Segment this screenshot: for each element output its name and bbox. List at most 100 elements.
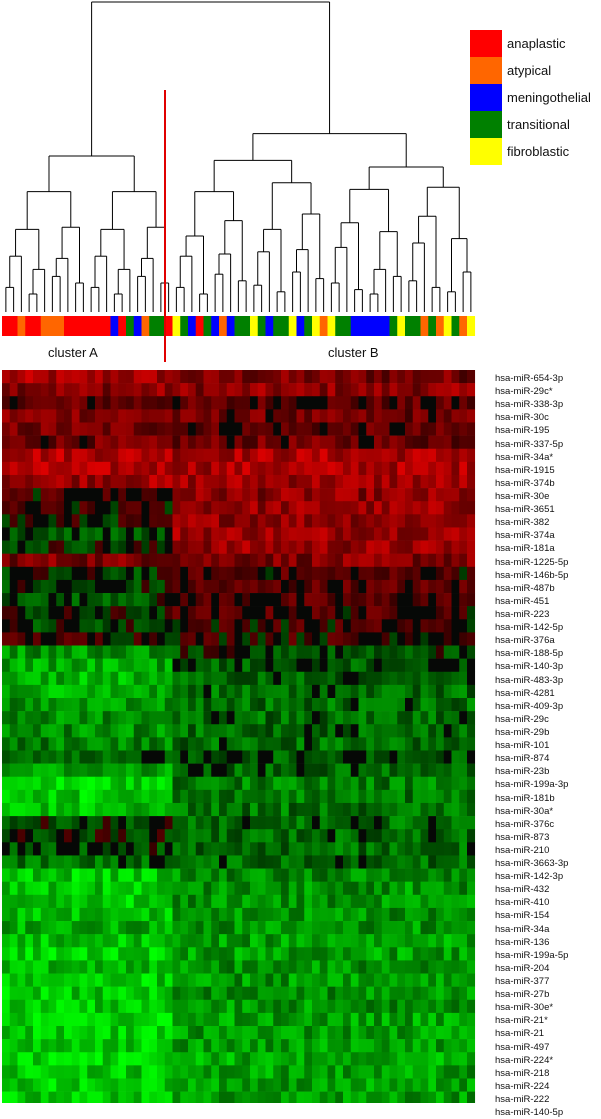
- heatmap-cell: [2, 986, 11, 1001]
- heatmap-cell: [467, 816, 476, 830]
- heatmap-cell: [428, 501, 437, 515]
- heatmap-cell: [133, 855, 142, 869]
- heatmap-cell: [126, 789, 135, 804]
- heatmap-cell: [451, 816, 460, 830]
- heatmap-cell: [71, 934, 80, 948]
- heatmap-cell: [343, 579, 352, 594]
- heatmap-cell: [250, 1039, 259, 1053]
- heatmap-cell: [273, 1078, 282, 1092]
- heatmap-cell: [405, 461, 414, 476]
- heatmap-cell: [149, 658, 158, 673]
- heatmap-cell: [157, 409, 166, 423]
- heatmap-cell: [110, 566, 119, 581]
- heatmap-cell: [366, 645, 375, 659]
- heatmap-cell: [397, 474, 406, 489]
- heatmap-cell: [405, 1052, 414, 1066]
- heatmap-cell: [87, 947, 96, 961]
- heatmap-cell: [203, 501, 212, 515]
- heatmap-cell: [265, 816, 274, 830]
- heatmap-cell: [327, 540, 336, 554]
- heatmap-cell: [250, 396, 259, 410]
- heatmap-cell: [350, 514, 359, 528]
- heatmap-cell: [304, 1012, 313, 1027]
- heatmap-cell: [358, 448, 367, 463]
- heatmap-cell: [95, 724, 104, 738]
- heatmap-cell: [33, 802, 42, 817]
- heatmap-cell: [366, 566, 375, 581]
- heatmap-cell: [443, 1012, 452, 1027]
- heatmap-cell: [33, 1012, 42, 1027]
- heatmap-cell: [48, 606, 57, 620]
- heatmap-cell: [467, 842, 476, 856]
- heatmap-cell: [381, 789, 390, 804]
- heatmap-cell: [412, 579, 421, 594]
- heatmap-cell: [2, 947, 11, 961]
- heatmap-cell: [17, 921, 26, 935]
- heatmap-cell: [141, 698, 150, 712]
- heatmap-cell: [366, 1065, 375, 1079]
- heatmap-cell: [257, 881, 266, 896]
- heatmap-cell: [110, 370, 119, 384]
- heatmap-cell: [102, 593, 111, 607]
- heatmap-cell: [188, 540, 197, 554]
- heatmap-cell: [33, 737, 42, 751]
- heatmap-cell: [381, 855, 390, 869]
- heatmap-cell: [428, 881, 437, 896]
- heatmap-cell: [126, 698, 135, 712]
- legend-label: meningothelial: [507, 90, 591, 105]
- heatmap-cell: [149, 632, 158, 646]
- heatmap-cell: [335, 501, 344, 515]
- heatmap-cell: [273, 370, 282, 384]
- heatmap-cell: [64, 816, 73, 830]
- heatmap-cell: [195, 750, 204, 764]
- heatmap-cell: [412, 370, 421, 384]
- heatmap-cell: [288, 435, 297, 450]
- heatmap-cell: [327, 698, 336, 712]
- heatmap-cell: [319, 553, 328, 568]
- heatmap-cell: [9, 789, 18, 804]
- heatmap-cell: [126, 947, 135, 961]
- heatmap-cell: [157, 606, 166, 620]
- heatmap-cell: [17, 579, 26, 594]
- heatmap-cell: [304, 947, 313, 961]
- heatmap-cell: [374, 435, 383, 450]
- heatmap-cell: [188, 501, 197, 515]
- heatmap-cell: [56, 881, 65, 896]
- heatmap-cell: [164, 396, 173, 410]
- heatmap-cell: [350, 934, 359, 948]
- heatmap-cell: [71, 396, 80, 410]
- heatmap-cell: [304, 724, 313, 738]
- heatmap-cell: [149, 1091, 158, 1103]
- heatmap-cell: [56, 960, 65, 974]
- heatmap-cell: [203, 396, 212, 410]
- heatmap-cell: [296, 737, 305, 751]
- heatmap-cell: [234, 619, 243, 633]
- heatmap-cell: [250, 986, 259, 1001]
- heatmap-cell: [56, 553, 65, 568]
- heatmap-cell: [312, 816, 321, 830]
- heatmap-cell: [17, 566, 26, 581]
- heatmap-cell: [40, 488, 49, 502]
- heatmap-cell: [195, 947, 204, 961]
- heatmap-cell: [164, 606, 173, 620]
- heatmap-cell: [304, 1091, 313, 1103]
- heatmap-cell: [25, 763, 34, 778]
- heatmap-cell: [102, 724, 111, 738]
- heatmap-cell: [219, 934, 228, 948]
- heatmap-cell: [56, 698, 65, 712]
- heatmap-cell: [273, 789, 282, 804]
- row-label: hsa-miR-377: [495, 976, 550, 988]
- heatmap-cell: [250, 829, 259, 843]
- row-label: hsa-miR-199a-5p: [495, 949, 569, 961]
- heatmap-cell: [405, 698, 414, 712]
- heatmap-cell: [95, 619, 104, 633]
- heatmap-cell: [281, 999, 290, 1014]
- heatmap-cell: [17, 934, 26, 948]
- heatmap-cell: [172, 488, 181, 502]
- heatmap-cell: [451, 973, 460, 987]
- heatmap-cell: [2, 921, 11, 935]
- heatmap-cell: [397, 540, 406, 554]
- heatmap-cell: [118, 934, 127, 948]
- heatmap-cell: [467, 593, 476, 607]
- heatmap-cell: [211, 527, 220, 541]
